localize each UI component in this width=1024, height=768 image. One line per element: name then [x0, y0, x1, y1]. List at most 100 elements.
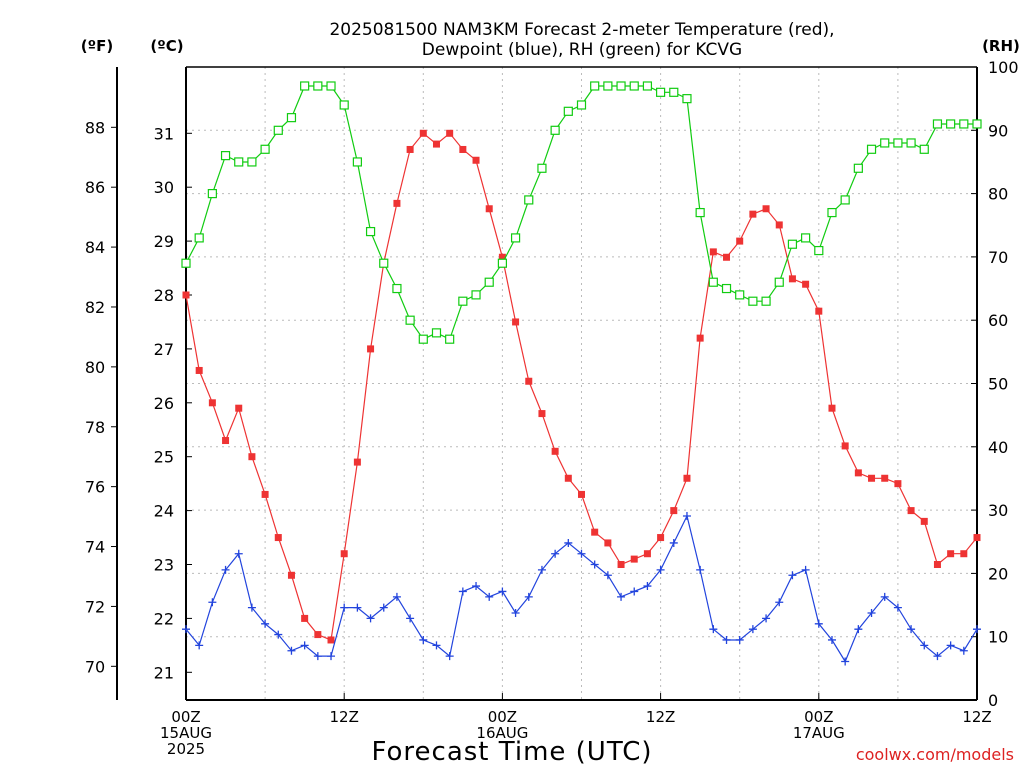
dewpoint-point	[524, 592, 533, 601]
dewpoint-point	[867, 609, 876, 618]
temperature-point	[881, 474, 889, 482]
rh-point	[431, 328, 442, 338]
rh-point	[326, 81, 336, 91]
temperature-point	[222, 437, 230, 445]
dewpoint-point	[827, 635, 836, 644]
temperature-point	[406, 145, 414, 153]
temperature-point	[907, 507, 915, 515]
temperature-point	[604, 539, 612, 547]
rh-tick-label: 0	[988, 691, 998, 710]
rh-point	[840, 195, 850, 205]
fahrenheit-tick-label: 72	[85, 597, 105, 616]
temperature-point	[854, 469, 862, 477]
x-tick-label: 12Z	[646, 708, 675, 726]
dewpoint-point	[880, 592, 889, 601]
dewpoint-point	[406, 614, 415, 623]
rh-point	[207, 189, 217, 199]
rh-point	[972, 119, 982, 129]
rh-point	[313, 81, 323, 91]
rh-point	[735, 290, 745, 300]
temperature-point	[248, 453, 256, 461]
dewpoint-point	[313, 652, 322, 661]
dewpoint-point	[748, 625, 757, 634]
dewpoint-point	[340, 603, 349, 612]
rh-point	[655, 87, 666, 97]
dewpoint-point	[854, 625, 863, 634]
x-tick-label: 17AUG	[793, 724, 845, 742]
rh-point	[682, 94, 692, 104]
temperature-point	[947, 550, 955, 558]
temperature-point	[802, 280, 810, 288]
dewpoint-point	[445, 652, 454, 661]
rh-point	[537, 163, 547, 173]
dewpoint-point	[603, 571, 612, 580]
temperature-point	[564, 474, 572, 482]
temperature-point	[367, 345, 375, 353]
rh-point	[510, 233, 521, 243]
rh-point	[339, 100, 349, 110]
fahrenheit-tick-label: 74	[85, 538, 105, 557]
rh-tick-label: 10	[988, 628, 1008, 647]
dewpoint-point	[630, 587, 639, 596]
rh-point	[418, 334, 428, 344]
dewpoint-point	[195, 641, 204, 650]
dewpoint-point	[788, 571, 797, 580]
temperature-point	[498, 253, 506, 261]
rh-point	[234, 157, 244, 167]
dewpoint-point	[656, 565, 665, 574]
dewpoint-point	[577, 549, 586, 558]
rh-point	[629, 81, 639, 91]
rh-point	[550, 125, 560, 135]
rh-tick-label: 70	[988, 248, 1008, 267]
celsius-tick-label: 21	[154, 663, 174, 682]
rh-point	[379, 258, 389, 268]
celsius-tick-label: 28	[154, 286, 174, 305]
watermark: coolwx.com/models	[856, 745, 1014, 764]
temperature-point	[327, 636, 335, 644]
temperature-point	[709, 248, 717, 256]
fahrenheit-tick-label: 88	[85, 118, 105, 137]
celsius-tick-label: 26	[154, 394, 174, 413]
dewpoint-point	[735, 635, 744, 644]
dewpoint-point	[643, 582, 652, 591]
dewpoint-point	[959, 646, 968, 655]
series-layer	[181, 81, 982, 666]
dewpoint-point	[432, 641, 441, 650]
temperature-point	[630, 555, 638, 563]
rh-point	[827, 207, 837, 218]
rh-point	[695, 207, 705, 218]
rh-point	[708, 277, 718, 287]
fahrenheit-tick-label: 78	[85, 418, 105, 437]
dewpoint-point	[762, 614, 771, 623]
temperature-point	[749, 210, 757, 218]
fahrenheit-tick-label: 84	[85, 238, 105, 257]
temperature-point	[353, 458, 361, 466]
temperature-point	[551, 447, 559, 455]
temperature-point	[960, 550, 968, 558]
rh-point	[590, 81, 600, 91]
dewpoint-point	[617, 592, 626, 601]
temperature-point	[287, 571, 295, 579]
dewpoint-point	[907, 625, 916, 634]
dewpoint-point	[537, 565, 546, 574]
chart-title: 2025081500 NAM3KM Forecast 2-meter Tempe…	[329, 20, 834, 60]
temperature-point	[459, 145, 467, 153]
x-tick-label: 00Z	[804, 708, 833, 726]
temperature-point	[393, 199, 401, 207]
dewpoint-point	[353, 603, 362, 612]
dewpoint-point	[933, 652, 942, 661]
rh-point	[220, 151, 231, 161]
rh-point	[880, 138, 890, 148]
temperature-point	[578, 490, 585, 498]
rh-point	[959, 119, 969, 129]
dewpoint-point	[458, 587, 467, 596]
temperature-point	[538, 410, 546, 418]
temperature-point	[314, 631, 322, 639]
dewpoint-point	[234, 549, 243, 558]
dewpoint-point	[551, 549, 560, 558]
rh-point	[721, 283, 732, 294]
rh-point	[484, 277, 494, 287]
dewpoint-line	[185, 514, 978, 663]
rh-point	[286, 113, 297, 123]
dewpoint-point	[801, 565, 810, 574]
